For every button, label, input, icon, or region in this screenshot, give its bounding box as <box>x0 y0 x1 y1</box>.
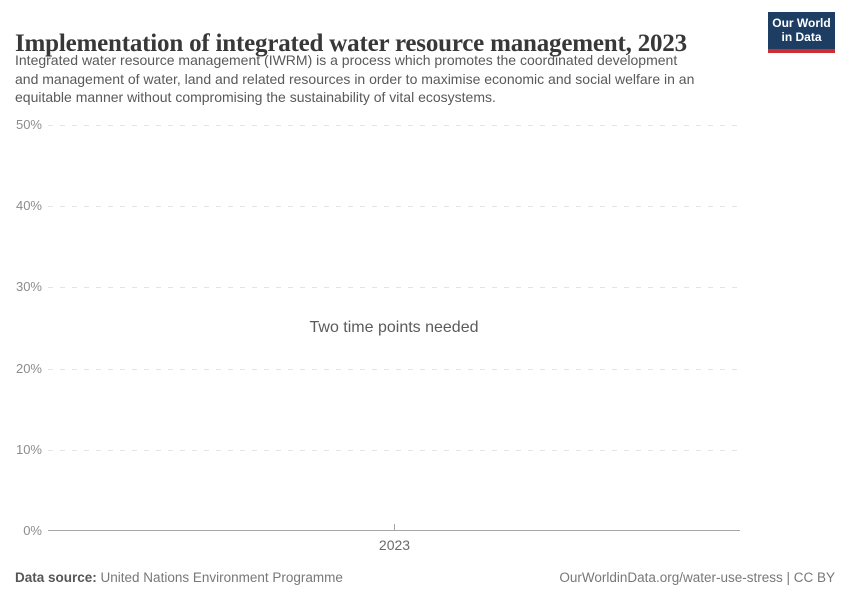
owid-logo-line-2: in Data <box>781 30 822 44</box>
gridline-10 <box>48 450 740 451</box>
chart-subtitle-line-2: and management of water, land and relate… <box>15 70 695 87</box>
y-axis-tick-10: 10% <box>15 442 42 457</box>
attribution-link[interactable]: OurWorldinData.org/water-use-stress | CC… <box>559 570 835 585</box>
y-axis-tick-40: 40% <box>15 198 42 213</box>
data-source-label: Data source: <box>15 570 97 585</box>
y-axis-tick-50: 50% <box>15 117 42 132</box>
y-axis-tick-30: 30% <box>15 279 42 294</box>
chart-title: Implementation of integrated water resou… <box>15 29 687 57</box>
data-source-value: United Nations Environment Programme <box>96 570 343 585</box>
x-axis-tick-mark <box>394 524 395 531</box>
data-source: Data source: United Nations Environment … <box>15 569 343 586</box>
gridline-40 <box>48 206 740 207</box>
owid-logo-line-1: Our World <box>772 16 831 30</box>
gridline-30 <box>48 287 740 288</box>
chart-subtitle-line-1: Integrated water resource management (IW… <box>15 52 678 68</box>
chart-footer: Data source: United Nations Environment … <box>15 569 835 586</box>
x-axis-tick-2023: 2023 <box>378 537 411 553</box>
gridline-50 <box>48 125 740 126</box>
y-axis-tick-20: 20% <box>15 361 42 376</box>
owid-logo[interactable]: Our World in Data <box>768 12 835 53</box>
gridline-20 <box>48 369 740 370</box>
chart-subtitle-line-3: equitable manner without compromising th… <box>15 89 496 105</box>
y-axis-tick-0: 0% <box>23 523 42 538</box>
chart-subtitle: Integrated water resource management (IW… <box>15 51 694 107</box>
no-data-message: Two time points needed <box>309 319 479 336</box>
